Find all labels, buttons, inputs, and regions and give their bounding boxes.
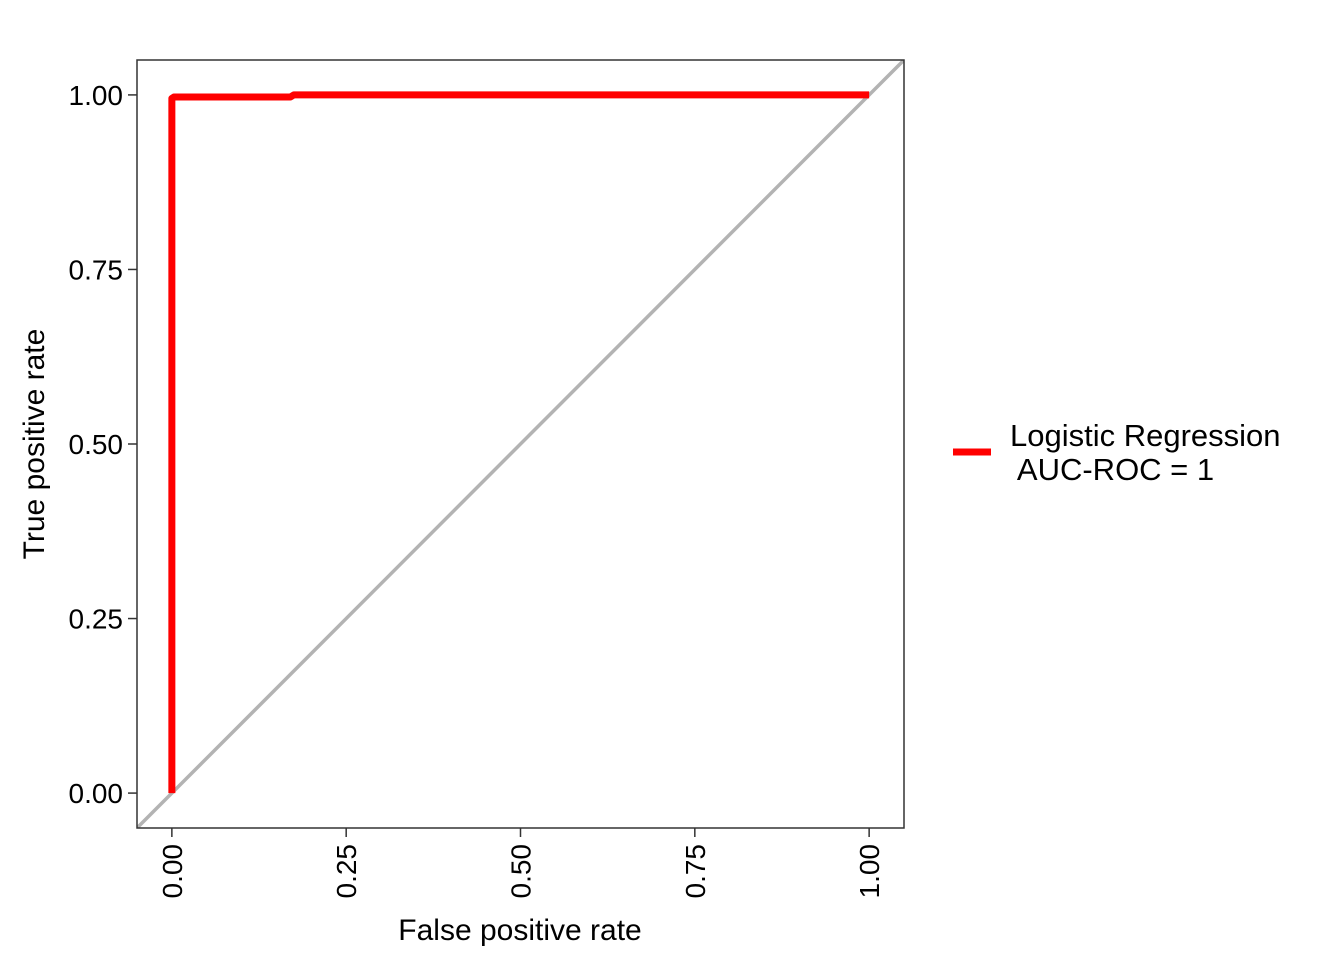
reference-diagonal-line (137, 60, 904, 828)
legend: Logistic Regression AUC-ROC = 1 (953, 418, 1281, 487)
y-axis-title: True positive rate (18, 329, 51, 560)
y-tick-label: 0.50 (69, 429, 124, 460)
y-tick-label: 0.00 (69, 778, 124, 809)
plot-clip-group (137, 60, 904, 828)
x-tick-label: 0.75 (680, 844, 711, 899)
x-axis-title: False positive rate (398, 914, 641, 947)
x-tick-label: 0.25 (331, 844, 362, 899)
y-tick-label: 0.25 (69, 604, 124, 635)
x-tick-label: 0.00 (157, 844, 188, 899)
y-tick-label: 1.00 (69, 80, 124, 111)
x-tick-label: 0.50 (506, 844, 537, 899)
y-tick-label: 0.75 (69, 254, 124, 285)
x-tick-label: 1.00 (854, 844, 885, 899)
plot-area (137, 60, 904, 828)
roc-curve-series-0 (168, 91, 870, 794)
legend-label: Logistic Regression AUC-ROC = 1 (1010, 418, 1281, 487)
axes: 0.00 0.25 0.50 0.75 1.00 0.00 0.25 0.50 0.75 1.00 (69, 59, 905, 899)
